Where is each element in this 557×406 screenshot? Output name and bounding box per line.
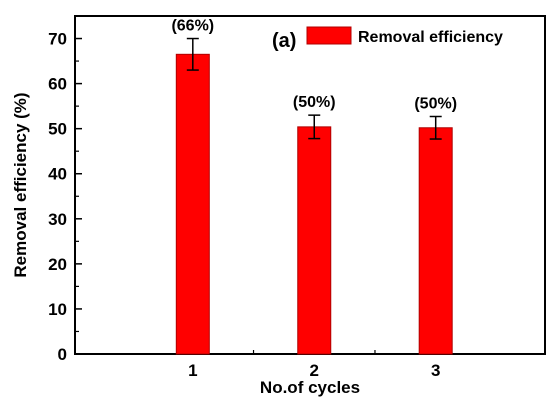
y-tick-label: 60 bbox=[48, 75, 67, 94]
legend-swatch bbox=[306, 26, 352, 45]
y-axis-title: Removal efficiency (%) bbox=[11, 92, 30, 277]
legend: Removal efficiency bbox=[306, 26, 503, 46]
bar-cycle-3 bbox=[418, 127, 453, 355]
panel-label: (a) bbox=[272, 30, 296, 52]
data-label: (50%) bbox=[293, 94, 336, 111]
y-tick-label: 50 bbox=[48, 120, 67, 139]
y-tick-label: 20 bbox=[48, 255, 67, 274]
y-tick-label: 30 bbox=[48, 210, 67, 229]
x-tick-label: 2 bbox=[310, 361, 319, 380]
bar-cycle-2 bbox=[297, 126, 332, 355]
y-tick-label: 70 bbox=[48, 30, 67, 49]
data-label: (50%) bbox=[414, 95, 457, 112]
legend-label: Removal efficiency bbox=[358, 29, 503, 46]
bar-cycle-1 bbox=[175, 53, 210, 355]
data-label: (66%) bbox=[171, 18, 214, 35]
y-tick-label: 0 bbox=[58, 345, 67, 364]
bar-series bbox=[175, 53, 453, 355]
y-tick-label: 10 bbox=[48, 300, 67, 319]
y-axis: 0 10 20 30 40 50 60 70 bbox=[48, 30, 82, 364]
error-bars bbox=[186, 37, 442, 140]
y-tick-label: 40 bbox=[48, 165, 67, 184]
x-tick-label: 3 bbox=[431, 361, 440, 380]
x-axis-title: No.of cycles bbox=[260, 378, 360, 397]
data-labels: (66%) (50%) (50%) bbox=[171, 18, 457, 113]
x-tick-label: 1 bbox=[188, 361, 197, 380]
